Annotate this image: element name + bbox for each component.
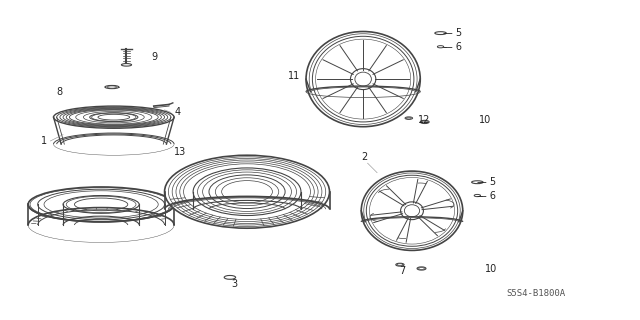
Text: — 5: — 5: [477, 177, 497, 187]
Text: 10: 10: [485, 264, 497, 275]
Ellipse shape: [396, 263, 404, 266]
Ellipse shape: [417, 267, 426, 270]
Ellipse shape: [405, 117, 413, 119]
Text: 9: 9: [152, 52, 158, 62]
Ellipse shape: [406, 117, 412, 119]
Ellipse shape: [164, 155, 330, 228]
Ellipse shape: [63, 196, 139, 213]
Ellipse shape: [419, 268, 424, 269]
Ellipse shape: [435, 32, 446, 35]
Ellipse shape: [422, 121, 428, 123]
Ellipse shape: [474, 195, 481, 196]
Ellipse shape: [224, 276, 236, 279]
Ellipse shape: [437, 46, 444, 48]
Ellipse shape: [420, 120, 429, 124]
Ellipse shape: [105, 85, 119, 89]
Text: 7: 7: [399, 266, 406, 276]
Text: 11: 11: [288, 71, 301, 81]
Ellipse shape: [397, 264, 403, 266]
Text: 8: 8: [57, 87, 63, 97]
Text: 10: 10: [479, 115, 491, 125]
Text: 4: 4: [174, 108, 180, 117]
Text: 3: 3: [231, 279, 237, 289]
Text: S5S4-B1800A: S5S4-B1800A: [506, 289, 565, 298]
Text: 12: 12: [419, 115, 431, 125]
Text: — 6: — 6: [443, 42, 462, 52]
Ellipse shape: [28, 187, 174, 222]
Text: 13: 13: [174, 147, 186, 157]
Text: — 5: — 5: [443, 28, 462, 38]
Text: 2: 2: [361, 152, 367, 162]
Ellipse shape: [122, 64, 132, 66]
Text: — 6: — 6: [477, 190, 497, 201]
Text: 1: 1: [41, 136, 47, 146]
Ellipse shape: [107, 86, 116, 88]
Ellipse shape: [472, 181, 483, 184]
